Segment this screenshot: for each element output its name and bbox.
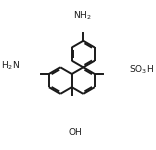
Text: SO$_3$H: SO$_3$H	[129, 64, 154, 76]
Text: OH: OH	[68, 128, 82, 137]
Text: NH$_2$: NH$_2$	[73, 9, 91, 22]
Text: H$_2$N: H$_2$N	[1, 60, 20, 72]
